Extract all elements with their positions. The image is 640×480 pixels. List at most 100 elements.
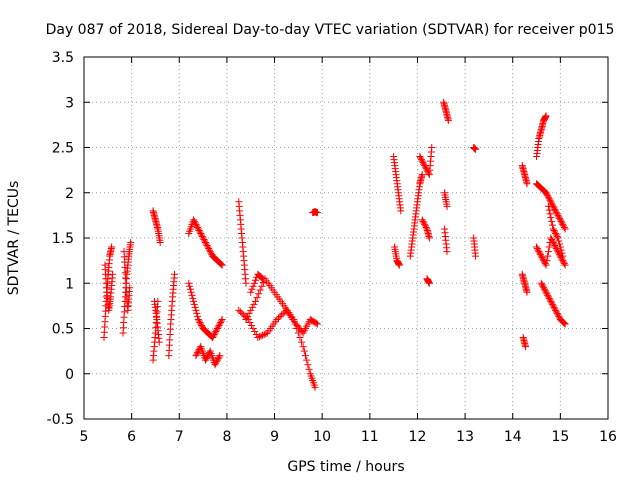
data-point [255, 290, 263, 298]
data-point [540, 284, 548, 292]
data-point [551, 205, 559, 213]
data-point [196, 228, 204, 236]
data-point [198, 232, 206, 240]
data-point [545, 243, 553, 251]
data-point [535, 248, 543, 256]
y-tick-label: -0.5 [47, 412, 74, 428]
data-point [553, 210, 561, 218]
data-point [238, 309, 246, 317]
data-point [544, 291, 552, 299]
data-point [194, 225, 202, 233]
data-point [556, 216, 564, 224]
y-tick-label: 2.5 [52, 141, 74, 157]
data-point [192, 220, 200, 228]
data-point [201, 356, 209, 364]
data-point [554, 234, 562, 242]
data-point [542, 261, 550, 269]
data-point [209, 334, 217, 342]
data-point [397, 207, 405, 215]
data-point [156, 239, 164, 247]
data-point [254, 334, 262, 342]
data-point [313, 209, 321, 217]
data-point [200, 236, 208, 244]
data-point [213, 326, 221, 334]
data-point [126, 284, 134, 292]
data-point [550, 303, 558, 311]
data-point [444, 116, 452, 124]
data-point [198, 321, 206, 329]
data-point [202, 355, 210, 363]
data-point [548, 237, 556, 245]
data-point [421, 220, 429, 228]
data-point [257, 273, 265, 281]
data-point [258, 282, 266, 290]
data-point [425, 234, 433, 242]
data-point [212, 328, 220, 336]
x-tick-label: 6 [127, 429, 136, 445]
data-point [543, 290, 551, 298]
y-tick-label: 1.5 [52, 231, 74, 247]
data-point [551, 228, 559, 236]
data-point [428, 144, 436, 151]
data-point [109, 270, 117, 278]
data-point [549, 302, 557, 310]
data-point [552, 208, 560, 216]
data-point [548, 236, 556, 244]
data-point [187, 288, 195, 296]
data-point [425, 169, 433, 177]
data-point [212, 359, 220, 367]
data-point [216, 320, 224, 328]
data-point [419, 159, 427, 167]
data-point [248, 321, 256, 329]
data-point [558, 249, 566, 257]
x-tick-label: 5 [80, 429, 89, 445]
data-point [209, 332, 217, 340]
data-point [557, 246, 565, 254]
data-point [199, 234, 207, 242]
data-point [193, 350, 201, 358]
data-point [190, 297, 198, 305]
data-point [214, 355, 222, 363]
data-point [549, 225, 557, 233]
x-tick-label: 7 [175, 429, 184, 445]
data-point [186, 285, 194, 293]
data-point [203, 353, 211, 361]
data-point [127, 239, 135, 247]
y-tick-label: 2 [65, 186, 74, 202]
data-point [192, 352, 200, 360]
data-point [193, 309, 201, 317]
data-point [192, 306, 200, 314]
data-point [546, 210, 554, 218]
data-point [258, 274, 266, 282]
data-point [240, 311, 248, 319]
data-point [552, 308, 560, 316]
x-tick-label: 12 [409, 429, 427, 445]
data-point [556, 243, 564, 251]
data-point [523, 288, 531, 296]
data-point [548, 221, 556, 229]
x-tick-label: 9 [270, 429, 279, 445]
data-point [548, 300, 556, 308]
data-point [538, 281, 546, 289]
data-point [262, 330, 270, 338]
data-point [544, 193, 552, 201]
data-point [542, 112, 550, 120]
data-point [302, 352, 310, 360]
data-point [560, 318, 568, 326]
data-point [522, 343, 530, 351]
data-point [537, 251, 545, 259]
data-point [416, 153, 424, 161]
data-point [551, 242, 559, 250]
data-point [217, 260, 225, 268]
data-point [421, 222, 429, 230]
data-point [201, 239, 209, 247]
data-point [244, 312, 252, 320]
data-point [299, 343, 307, 351]
data-point [443, 248, 451, 256]
data-point [246, 318, 254, 326]
data-point [249, 325, 257, 332]
data-point [561, 320, 569, 328]
data-point [190, 300, 198, 308]
data-point [545, 206, 553, 214]
